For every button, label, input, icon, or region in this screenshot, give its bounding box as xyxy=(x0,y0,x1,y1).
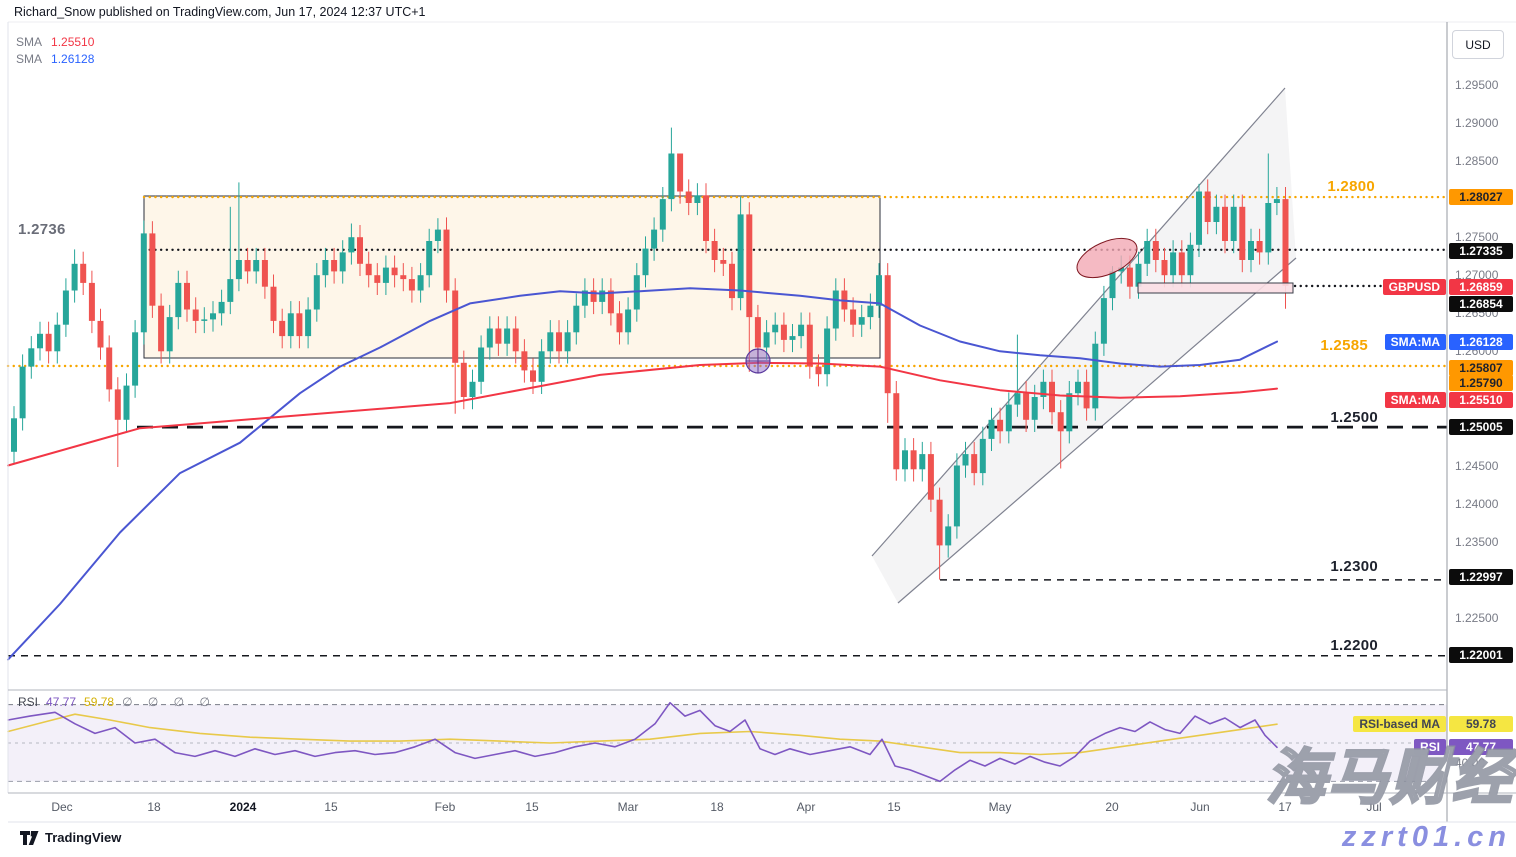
sma-value: 1.26128 xyxy=(51,51,95,66)
sma-value: 1.25510 xyxy=(51,34,95,49)
rsi-axis-tick: 40.00 xyxy=(1455,756,1486,770)
price-axis-label-chip: 1.26854 xyxy=(1449,296,1513,312)
time-axis-label: 17 xyxy=(1278,800,1292,814)
time-axis-label: Dec xyxy=(51,800,73,814)
price-axis-tick: 1.29500 xyxy=(1455,78,1499,92)
sma-label: SMA xyxy=(16,51,43,66)
level-annotation-label: 1.2300 xyxy=(1330,558,1378,575)
time-axis-label: May xyxy=(988,800,1012,814)
price-axis-tick: 1.29000 xyxy=(1455,116,1499,130)
price-axis-tick: 1.27000 xyxy=(1455,268,1499,283)
publish-info: Richard_Snow published on TradingView.co… xyxy=(14,5,426,19)
rsi-pane xyxy=(7,701,1447,783)
price-axis-label-chip: 1.25807 xyxy=(1449,360,1513,376)
time-axis-label: Feb xyxy=(434,800,456,814)
level-annotation-label: 1.2500 xyxy=(1330,409,1378,426)
price-axis-label-chip: 47.77 xyxy=(1449,739,1513,755)
level-annotation-label: 1.2800 xyxy=(1327,178,1375,195)
series-name-tag: SMA:MA xyxy=(1384,392,1446,408)
frame-lines xyxy=(7,21,1516,823)
currency-toggle-button[interactable]: USD xyxy=(1452,30,1504,59)
price-axis-tick: 1.22500 xyxy=(1455,610,1499,625)
rsi-legend: RSI 47.77 59.78 ∅ ∅ ∅ ∅ xyxy=(18,695,216,709)
sma-lines xyxy=(7,287,1278,661)
sma-legend-row: SMA 1.25510 xyxy=(16,33,94,50)
price-axis-tick: 1.24500 xyxy=(1455,458,1499,473)
level-annotation-label: 1.2736 xyxy=(18,221,66,238)
series-name-tag: RSI xyxy=(1413,739,1446,755)
time-axis-label: 18 xyxy=(710,800,724,814)
price-axis-label-chip: 1.25790 xyxy=(1449,375,1513,391)
rsi-value: 47.77 xyxy=(46,695,77,709)
time-axis-label: Mar xyxy=(617,800,639,814)
time-axis-label: Apr xyxy=(796,800,816,814)
time-axis-label: Jun xyxy=(1190,800,1210,814)
price-axis-tick: 1.27500 xyxy=(1455,230,1499,245)
indicator-legend: SMA 1.25510 SMA 1.26128 xyxy=(16,33,94,67)
sma-legend-row: SMA 1.26128 xyxy=(16,50,94,67)
price-axis-label-chip: 1.25005 xyxy=(1449,419,1513,435)
rsi-ma-value: 59.78 xyxy=(84,695,115,709)
price-axis-tick: 1.24000 xyxy=(1455,496,1499,511)
level-annotation-label: 1.2200 xyxy=(1330,637,1378,654)
price-axis-label-chip: 1.28027 xyxy=(1449,189,1513,205)
time-axis[interactable] xyxy=(8,793,1447,822)
price-axis-label-chip: 1.25510 xyxy=(1449,392,1513,408)
tradingview-brand-text: TradingView xyxy=(45,830,122,845)
rsi-title: RSI xyxy=(18,695,39,709)
time-axis-label: Jul xyxy=(1366,800,1382,814)
watermark-site-url: zzrt01.cn xyxy=(1341,821,1511,853)
series-name-tag: SMA:MA xyxy=(1384,334,1446,350)
price-axis-label-chip: 1.27335 xyxy=(1449,243,1513,259)
watermark-site-name: 海马财经 xyxy=(1265,744,1514,811)
rsi-empty-inputs: ∅ ∅ ∅ ∅ xyxy=(122,695,216,709)
time-axis-label: 2024 xyxy=(229,800,257,814)
price-axis-label-chip: 1.22997 xyxy=(1449,569,1513,585)
tradingview-attribution[interactable]: TradingView xyxy=(20,830,121,845)
time-axis-label: 15 xyxy=(887,800,901,814)
annotations xyxy=(745,237,1294,374)
time-axis-label: 20 xyxy=(1105,800,1119,814)
level-annotation-label: 1.2585 xyxy=(1320,337,1368,354)
tradingview-logo-icon xyxy=(20,830,39,845)
price-axis-tick: 1.28500 xyxy=(1455,154,1499,169)
price-axis-label-chip: 1.22001 xyxy=(1449,647,1513,663)
price-axis-label-chip: 59.78 xyxy=(1449,716,1513,732)
time-axis-label: 15 xyxy=(525,800,539,814)
price-axis-label-chip: 1.26859 xyxy=(1449,279,1513,295)
series-name-tag: GBPUSD xyxy=(1382,279,1446,295)
sma-label: SMA xyxy=(16,34,43,49)
trend-channel-drawing xyxy=(871,87,1297,604)
time-axis-label: 15 xyxy=(324,800,338,814)
series-name-tag: RSI-based MA xyxy=(1353,716,1446,732)
price-axis-label-chip: 1.26128 xyxy=(1449,334,1513,350)
price-axis-tick: 1.23500 xyxy=(1455,534,1499,549)
time-axis-label: 18 xyxy=(147,800,161,814)
